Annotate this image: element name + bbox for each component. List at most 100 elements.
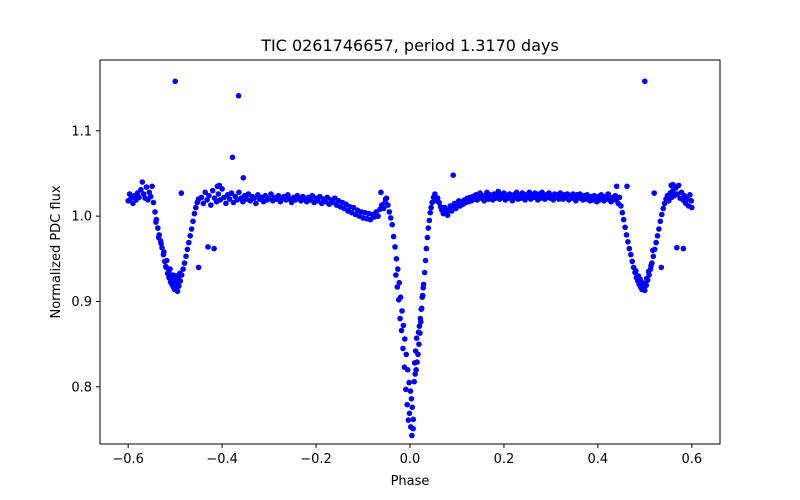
data-point xyxy=(659,211,665,218)
data-point xyxy=(396,279,403,286)
data-point xyxy=(406,410,413,417)
data-point xyxy=(689,204,695,211)
data-point xyxy=(684,196,690,202)
data-point xyxy=(680,245,687,252)
data-point xyxy=(434,195,441,201)
data-point xyxy=(184,246,191,253)
data-point xyxy=(653,239,659,246)
x-axis-label: Phase xyxy=(391,474,430,489)
data-point xyxy=(193,204,199,211)
data-point xyxy=(389,221,396,228)
data-point xyxy=(416,341,422,348)
data-point xyxy=(253,200,259,207)
data-point xyxy=(425,225,432,231)
data-point xyxy=(214,183,221,190)
data-point xyxy=(126,191,133,197)
data-point xyxy=(161,249,167,255)
data-point xyxy=(450,172,457,178)
data-point xyxy=(149,183,155,190)
data-point xyxy=(613,183,620,190)
data-point xyxy=(390,233,397,240)
data-points xyxy=(125,78,695,439)
data-point xyxy=(202,189,208,196)
data-point xyxy=(620,216,627,223)
data-point xyxy=(650,253,657,260)
y-tick-label: 1.0 xyxy=(71,210,92,225)
data-point xyxy=(411,378,418,385)
data-point xyxy=(223,200,229,207)
data-point xyxy=(651,190,657,196)
data-point xyxy=(215,191,222,197)
data-point xyxy=(163,263,169,270)
data-point xyxy=(130,200,136,207)
data-point xyxy=(674,244,680,251)
data-point xyxy=(409,432,415,439)
data-point xyxy=(412,348,419,354)
data-point xyxy=(178,190,185,196)
data-point xyxy=(236,189,242,196)
data-point xyxy=(186,239,192,246)
data-point xyxy=(159,244,165,251)
data-point xyxy=(395,297,402,303)
data-point xyxy=(642,287,648,294)
data-point xyxy=(386,209,393,215)
data-point xyxy=(175,275,182,282)
data-point xyxy=(417,315,424,322)
data-point xyxy=(633,268,639,274)
data-point xyxy=(208,202,214,208)
data-point xyxy=(643,275,650,282)
data-point xyxy=(657,218,664,225)
data-point xyxy=(177,270,183,277)
x-tick-label: 0.4 xyxy=(588,452,609,467)
data-point xyxy=(624,183,630,190)
data-point xyxy=(405,417,412,423)
data-point xyxy=(150,199,157,206)
data-point xyxy=(400,345,406,352)
data-point xyxy=(155,225,161,231)
chart-title: TIC 0261746657, period 1.3170 days xyxy=(260,36,559,55)
data-point xyxy=(401,364,408,371)
data-point xyxy=(395,266,401,272)
data-point xyxy=(155,234,162,241)
data-point xyxy=(229,154,236,161)
data-point xyxy=(382,196,389,202)
data-point xyxy=(656,226,662,232)
x-tick-label: 0.6 xyxy=(681,452,702,467)
data-point xyxy=(605,191,611,197)
data-point xyxy=(411,360,418,366)
data-point xyxy=(410,425,416,432)
data-point xyxy=(626,245,633,252)
data-point xyxy=(625,239,631,245)
data-point xyxy=(147,193,154,200)
data-point xyxy=(181,260,188,266)
data-point xyxy=(285,192,291,198)
x-tick-label: 0.0 xyxy=(400,452,421,467)
data-point xyxy=(674,191,681,197)
data-point xyxy=(209,187,216,194)
data-point xyxy=(413,367,419,373)
data-point xyxy=(442,204,448,211)
data-point xyxy=(619,209,626,216)
data-point xyxy=(409,404,416,411)
data-point xyxy=(251,195,257,201)
data-point xyxy=(622,224,628,231)
data-point xyxy=(449,208,455,214)
data-point xyxy=(268,191,274,197)
data-point xyxy=(200,200,207,207)
data-point xyxy=(403,386,409,393)
data-point xyxy=(188,226,195,232)
x-tick-label: −0.4 xyxy=(206,452,238,467)
data-point xyxy=(152,209,158,215)
data-point xyxy=(419,294,426,301)
data-point xyxy=(618,203,624,209)
data-point xyxy=(670,181,676,188)
data-point xyxy=(399,308,405,314)
data-point xyxy=(378,189,384,196)
data-point xyxy=(380,205,387,212)
plot-background xyxy=(100,60,720,444)
data-point xyxy=(172,78,178,85)
data-point xyxy=(406,379,412,386)
x-axis: −0.6 −0.4 −0.2 0.0 0.2 0.4 0.6 xyxy=(112,444,702,467)
data-point xyxy=(658,264,665,271)
